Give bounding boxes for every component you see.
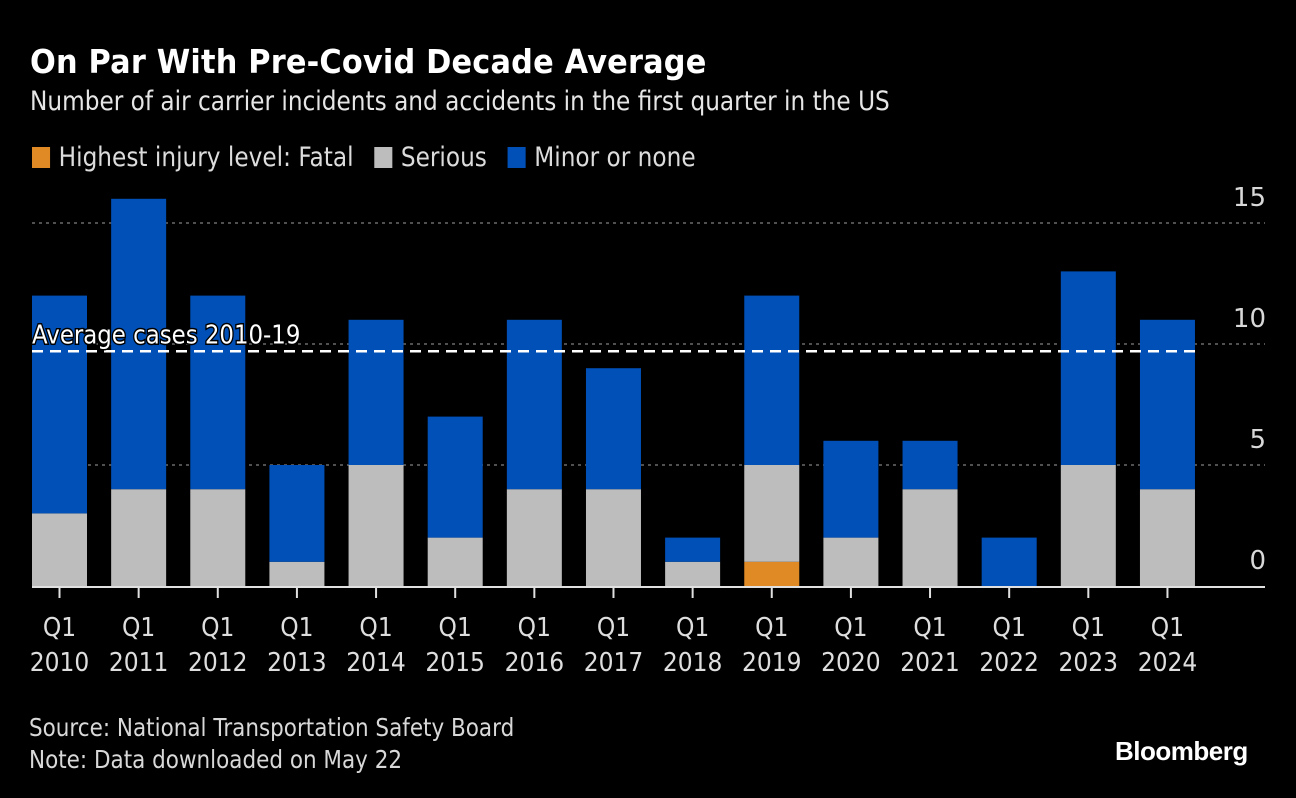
bar-2011-minor bbox=[111, 198, 167, 490]
bar-2015-minor bbox=[427, 416, 483, 538]
x-tick-label-year: 2017 bbox=[584, 647, 644, 677]
x-tick-label-quarter: Q1 bbox=[834, 612, 867, 642]
bar-2015-serious bbox=[427, 537, 483, 586]
bar-2019-serious bbox=[744, 465, 800, 562]
bar-2017-minor bbox=[585, 368, 641, 490]
x-tick-label-quarter: Q1 bbox=[359, 612, 392, 642]
bar-2022-minor bbox=[981, 537, 1037, 586]
legend-label-minor: Minor or none bbox=[534, 142, 696, 173]
bar-2024-minor bbox=[1139, 319, 1195, 490]
legend-swatch-fatal bbox=[32, 147, 51, 168]
bar-2014-minor bbox=[348, 319, 404, 465]
x-tick-label-year: 2016 bbox=[505, 647, 565, 677]
x-tick-label-year: 2014 bbox=[346, 647, 406, 677]
legend-label-serious: Serious bbox=[400, 142, 487, 173]
legend-label-fatal: Highest injury level: Fatal bbox=[58, 142, 354, 173]
x-tick-label-quarter: Q1 bbox=[518, 612, 551, 642]
y-axis-ticks: 0 5 10 15 bbox=[1233, 183, 1266, 576]
legend-item-fatal: Highest injury level: Fatal bbox=[32, 142, 354, 173]
bar-2010-serious bbox=[32, 513, 87, 586]
x-tick-label-year: 2015 bbox=[425, 647, 485, 677]
x-tick-label-year: 2024 bbox=[1138, 647, 1198, 677]
bar-2013-minor bbox=[269, 465, 325, 562]
x-tick-label-year: 2013 bbox=[267, 647, 327, 677]
legend: Highest injury level: Fatal Serious Mino… bbox=[32, 142, 716, 173]
bar-2017-serious bbox=[585, 489, 641, 586]
bar-2018-minor bbox=[665, 537, 721, 562]
y-tick-label-15: 15 bbox=[1233, 183, 1266, 213]
legend-swatch-serious bbox=[374, 147, 393, 168]
bar-2013-serious bbox=[269, 561, 325, 586]
bar-2023-minor bbox=[1060, 271, 1116, 465]
bar-2012-minor bbox=[190, 295, 246, 490]
x-tick-label-quarter: Q1 bbox=[755, 612, 788, 642]
x-tick-label-quarter: Q1 bbox=[993, 612, 1026, 642]
bar-2023-serious bbox=[1060, 465, 1116, 586]
note-text: Note: Data downloaded on May 22 bbox=[29, 745, 403, 774]
x-tick-label-quarter: Q1 bbox=[201, 612, 234, 642]
bloomberg-logo: Bloomberg bbox=[1115, 736, 1248, 766]
average-line-group: Average cases 2010-19 bbox=[31, 317, 1195, 353]
x-axis-tick-labels: Q1 2010 Q1 2011 Q1 2012 Q1 2013 Q1 2014 Q1 2015 Q1 20… bbox=[30, 612, 1197, 677]
source-text: Source: National Transportation Safety B… bbox=[29, 713, 515, 742]
bars bbox=[32, 198, 1195, 586]
bar-2010-minor bbox=[32, 295, 87, 514]
bar-2016-minor bbox=[506, 319, 562, 490]
x-tick-label-quarter: Q1 bbox=[1151, 612, 1184, 642]
x-tick-label-quarter: Q1 bbox=[280, 612, 313, 642]
y-tick-label-5: 5 bbox=[1249, 425, 1266, 455]
x-tick-label-year: 2018 bbox=[663, 647, 723, 677]
x-tick-label-quarter: Q1 bbox=[439, 612, 472, 642]
bar-2020-serious bbox=[823, 537, 879, 586]
x-tick-label-year: 2022 bbox=[979, 647, 1039, 677]
legend-swatch-minor bbox=[507, 147, 526, 168]
x-axis bbox=[32, 586, 1265, 598]
chart-title: On Par With Pre-Covid Decade Average bbox=[30, 42, 707, 81]
x-tick-label-quarter: Q1 bbox=[1072, 612, 1105, 642]
legend-item-serious: Serious bbox=[374, 142, 487, 173]
average-line-label: Average cases 2010-19 bbox=[32, 319, 300, 350]
legend-item-minor: Minor or none bbox=[507, 142, 696, 173]
bar-2021-minor bbox=[902, 440, 958, 490]
x-tick-label-year: 2020 bbox=[821, 647, 881, 677]
bar-2016-serious bbox=[506, 489, 562, 586]
chart-subtitle: Number of air carrier incidents and acci… bbox=[30, 86, 890, 117]
x-tick-label-year: 2019 bbox=[742, 647, 802, 677]
x-tick-label-quarter: Q1 bbox=[597, 612, 630, 642]
x-tick-label-quarter: Q1 bbox=[913, 612, 946, 642]
x-tick-label-year: 2011 bbox=[109, 647, 169, 677]
bar-2020-minor bbox=[823, 440, 879, 538]
bar-2014-serious bbox=[348, 465, 404, 586]
bar-2019-minor bbox=[744, 295, 800, 465]
bar-2024-serious bbox=[1139, 489, 1195, 586]
footer-notes: Source: National Transportation Safety B… bbox=[29, 712, 514, 776]
x-tick-label-quarter: Q1 bbox=[43, 612, 76, 642]
x-tick-label-year: 2010 bbox=[30, 647, 90, 677]
x-tick-label-quarter: Q1 bbox=[676, 612, 709, 642]
x-tick-label-year: 2012 bbox=[188, 647, 248, 677]
y-tick-label-0: 0 bbox=[1249, 546, 1266, 576]
x-tick-label-quarter: Q1 bbox=[122, 612, 155, 642]
bar-2011-serious bbox=[111, 489, 167, 586]
bar-2018-serious bbox=[665, 561, 721, 586]
bar-2019-fatal bbox=[744, 561, 800, 586]
x-tick-label-year: 2023 bbox=[1059, 647, 1119, 677]
y-tick-label-10: 10 bbox=[1233, 304, 1266, 334]
bar-2012-serious bbox=[190, 489, 246, 586]
bar-2021-serious bbox=[902, 489, 958, 586]
x-tick-label-year: 2021 bbox=[900, 647, 960, 677]
